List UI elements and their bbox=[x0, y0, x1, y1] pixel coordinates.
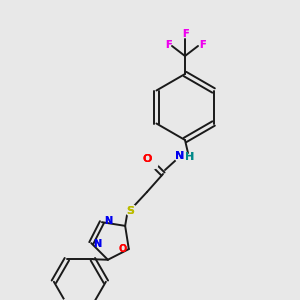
Text: N: N bbox=[176, 151, 184, 161]
Text: H: H bbox=[185, 152, 195, 162]
Text: F: F bbox=[182, 29, 188, 39]
Text: F: F bbox=[182, 29, 188, 39]
Text: O: O bbox=[142, 154, 152, 164]
Text: S: S bbox=[126, 206, 134, 216]
Text: N: N bbox=[176, 151, 184, 161]
Text: F: F bbox=[165, 40, 171, 50]
Text: S: S bbox=[126, 206, 134, 216]
Text: N: N bbox=[104, 216, 112, 226]
Text: O: O bbox=[142, 154, 152, 164]
Text: F: F bbox=[199, 40, 205, 50]
Text: F: F bbox=[199, 40, 205, 50]
Text: F: F bbox=[165, 40, 171, 50]
Text: N: N bbox=[93, 239, 101, 249]
Text: O: O bbox=[119, 244, 127, 254]
Text: O: O bbox=[119, 244, 127, 254]
Text: H: H bbox=[185, 152, 195, 162]
Text: N: N bbox=[104, 216, 112, 226]
Text: N: N bbox=[93, 239, 101, 249]
